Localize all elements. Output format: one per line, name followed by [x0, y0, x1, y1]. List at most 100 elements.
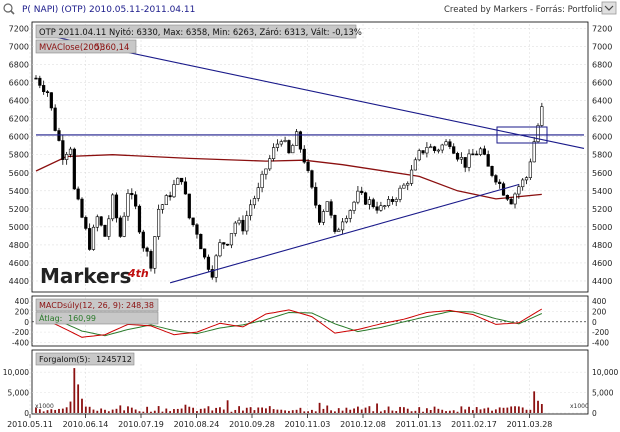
candle [532, 136, 536, 163]
volume-bar [445, 411, 447, 413]
volume-bar [58, 408, 60, 413]
signal-info-bg [35, 311, 159, 325]
candle [317, 204, 322, 225]
volume-bar [487, 407, 490, 413]
candle [187, 193, 191, 220]
candle-body [141, 231, 145, 249]
candle-body [72, 148, 76, 190]
volume-bar [334, 411, 336, 413]
candle-body [440, 144, 444, 151]
logo-text: Markers [40, 264, 131, 288]
candle-body [172, 184, 176, 198]
candle-body [137, 205, 142, 233]
price-y-axis: 4400 4400 4600 4600 4800 4800 5000 5000 5200 5200… [9, 25, 613, 286]
candle [218, 239, 222, 258]
candle-body [160, 204, 165, 210]
volume-bar [468, 406, 470, 413]
symbol-line: P( NAPI) (OTP) 2010.05.11-2011.04.11 [22, 5, 195, 15]
candle-body [344, 218, 349, 223]
candle [425, 142, 429, 158]
price-y-tick-left: 5600 [9, 169, 29, 178]
volume-bar [521, 407, 524, 413]
candle [406, 181, 410, 191]
price-info-box: OTP 2011.04.11 Nyitó: 6330, Max: 6358, M… [35, 24, 362, 39]
volume-bar [311, 409, 313, 413]
candle-body [118, 217, 122, 237]
candle [352, 200, 356, 214]
candle [183, 177, 188, 195]
volume-bar [376, 403, 378, 413]
volume-bar [360, 409, 363, 413]
candle-body [291, 145, 295, 154]
candle-body [99, 216, 103, 226]
candle-body [164, 195, 168, 205]
candle [195, 223, 199, 239]
candle-body [76, 188, 80, 200]
candle-body [218, 242, 222, 257]
candle-body [490, 166, 494, 176]
volume-bar [433, 406, 436, 413]
volume-bar [234, 409, 237, 413]
macd-y-tick-right: 200 [592, 307, 607, 316]
candle-body [532, 141, 536, 163]
volume-bar [391, 410, 394, 413]
candle-body [157, 209, 161, 237]
candle [310, 169, 314, 190]
candle [206, 254, 211, 272]
volume-bar [314, 411, 317, 413]
candle-body [306, 161, 310, 171]
volume-bar [280, 409, 283, 413]
candle [482, 145, 486, 156]
volume-label: Forgalom(5): [39, 355, 90, 364]
magnifier-icon[interactable] [3, 3, 13, 13]
magnifier-handle-icon [10, 10, 15, 15]
candle-body [279, 141, 283, 145]
ma-info-box: MVAClose(200): 5360,14 [35, 39, 137, 54]
candle [249, 199, 253, 221]
volume-bar [517, 406, 520, 413]
volume-bar [529, 409, 532, 413]
candle-body [509, 198, 513, 205]
price-y-tick-left: 5800 [9, 151, 29, 160]
candle-body [283, 140, 287, 142]
candle-body [206, 256, 211, 270]
candle [421, 150, 425, 155]
volume-bar [399, 406, 401, 413]
candle [455, 151, 460, 162]
candle [287, 139, 291, 154]
macd-value: 248,38 [126, 301, 154, 310]
volume-bar [219, 407, 221, 413]
signal-label: Átlag: [39, 312, 62, 323]
volume-bar [272, 409, 275, 413]
candle [417, 148, 421, 162]
price-y-tick-right: 6200 [592, 115, 612, 124]
candle [34, 75, 38, 80]
macd-y-tick-right: -400 [592, 338, 609, 347]
x-tick-label: 2010.08.24 [174, 420, 220, 429]
candle [61, 135, 65, 165]
candle-body [482, 148, 486, 155]
candle-body [444, 141, 448, 146]
candle [329, 199, 333, 219]
candle-body [42, 85, 46, 92]
volume-bar [402, 407, 405, 413]
price-y-tick-right: 6400 [592, 97, 612, 106]
candle [264, 168, 268, 180]
price-y-tick-left: 5400 [9, 187, 29, 196]
candle [145, 246, 149, 257]
volume-bar [502, 407, 505, 413]
candle-body [38, 77, 42, 86]
candle [348, 209, 352, 223]
volume-bar [422, 411, 424, 413]
candle [130, 188, 134, 200]
candle [509, 197, 513, 205]
volume-bar [379, 411, 382, 413]
volume-bar [265, 408, 267, 413]
candle [80, 197, 84, 219]
menu-chevron-icon [604, 5, 614, 11]
volume-value: 1245712 [96, 355, 132, 364]
candle [256, 182, 260, 202]
candle-body [337, 229, 341, 232]
volume-bar [533, 391, 536, 413]
menu-icon[interactable] [601, 1, 617, 15]
